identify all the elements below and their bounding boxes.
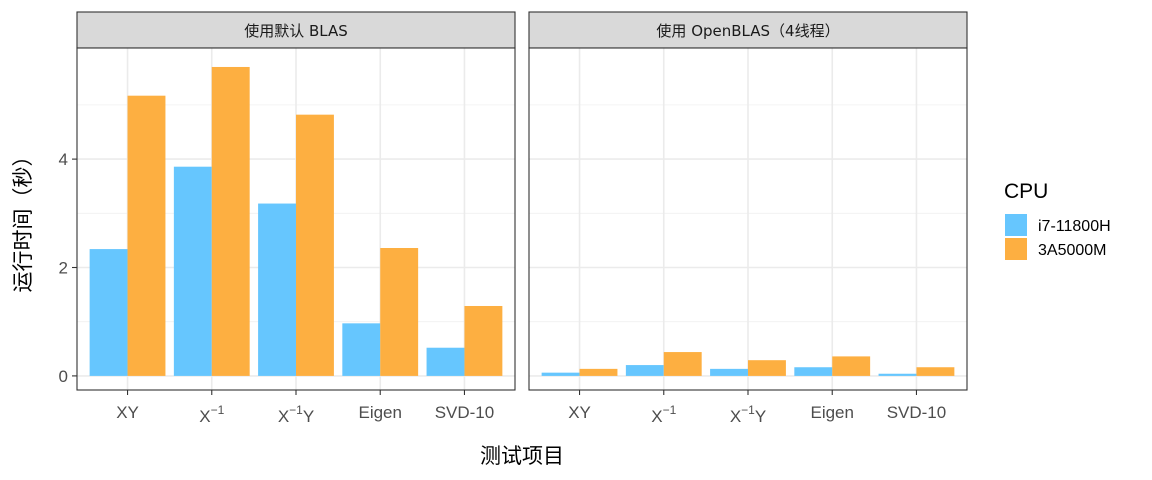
bar-i7-11800H-2 xyxy=(173,166,212,376)
facet-strip xyxy=(76,11,516,49)
bar-3A5000M-3 xyxy=(296,114,334,376)
x-tick-label: XY xyxy=(568,403,591,422)
bar-i7-11800H-4 xyxy=(794,367,833,376)
y-tick-label: 2 xyxy=(59,259,68,278)
bar-3A5000M-2 xyxy=(211,66,250,376)
bar-3A5000M-4 xyxy=(380,247,419,376)
x-tick-label: Eigen xyxy=(358,403,401,422)
x-axis-title: 测试项目 xyxy=(480,444,564,468)
legend-title: CPU xyxy=(1004,180,1048,203)
bar-i7-11800H-3 xyxy=(710,368,748,376)
y-tick-label: 0 xyxy=(59,367,68,386)
bar-i7-11800H-3 xyxy=(258,203,296,376)
legend: CPU i7-11800H 3A5000M xyxy=(1004,180,1111,260)
y-tick-label: 4 xyxy=(59,150,68,169)
legend-label-i7-11800H: i7-11800H xyxy=(1038,218,1111,235)
facet-panel-2: 使用 OpenBLAS（4线程） XY X−1 X−1Y Eigen SVD-10 xyxy=(528,11,968,426)
legend-label-3A5000M: 3A5000M xyxy=(1038,242,1107,259)
facet-panel-1: 使用默认 BLAS XY X−1 X−1Y Eigen SVD-10 xyxy=(76,11,516,426)
facet-strip-label: 使用 OpenBLAS（4线程） xyxy=(656,22,839,40)
x-tick-label: XY xyxy=(116,403,139,422)
bar-3A5000M-1 xyxy=(127,95,166,376)
x-tick-label: Eigen xyxy=(810,403,853,422)
bar-i7-11800H-4 xyxy=(342,323,381,376)
x-tick-label: X−1 xyxy=(651,403,676,426)
bar-3A5000M-1 xyxy=(579,368,618,376)
facet-strip-label: 使用默认 BLAS xyxy=(244,22,348,40)
bar-i7-11800H-5 xyxy=(878,373,917,376)
bar-3A5000M-3 xyxy=(748,360,786,376)
legend-items: i7-11800H 3A5000M xyxy=(1005,214,1111,260)
bar-i7-11800H-5 xyxy=(426,347,465,376)
legend-key-3A5000M xyxy=(1005,238,1027,260)
y-axis: 0 2 4 xyxy=(59,150,77,386)
bar-i7-11800H-1 xyxy=(89,249,128,376)
bar-3A5000M-4 xyxy=(832,356,871,376)
bar-3A5000M-2 xyxy=(663,352,702,376)
bar-3A5000M-5 xyxy=(464,305,503,376)
y-axis-title: 运行时间（秒） xyxy=(11,146,35,293)
x-tick-label: SVD-10 xyxy=(887,403,947,422)
x-tick-label: X−1Y xyxy=(278,403,314,426)
bar-3A5000M-5 xyxy=(916,367,955,376)
legend-key-i7-11800H xyxy=(1005,214,1027,236)
bar-i7-11800H-1 xyxy=(541,372,580,376)
x-tick-label: X−1 xyxy=(199,403,224,426)
x-tick-label: SVD-10 xyxy=(435,403,495,422)
x-tick-label: X−1Y xyxy=(730,403,766,426)
bar-i7-11800H-2 xyxy=(625,365,664,376)
